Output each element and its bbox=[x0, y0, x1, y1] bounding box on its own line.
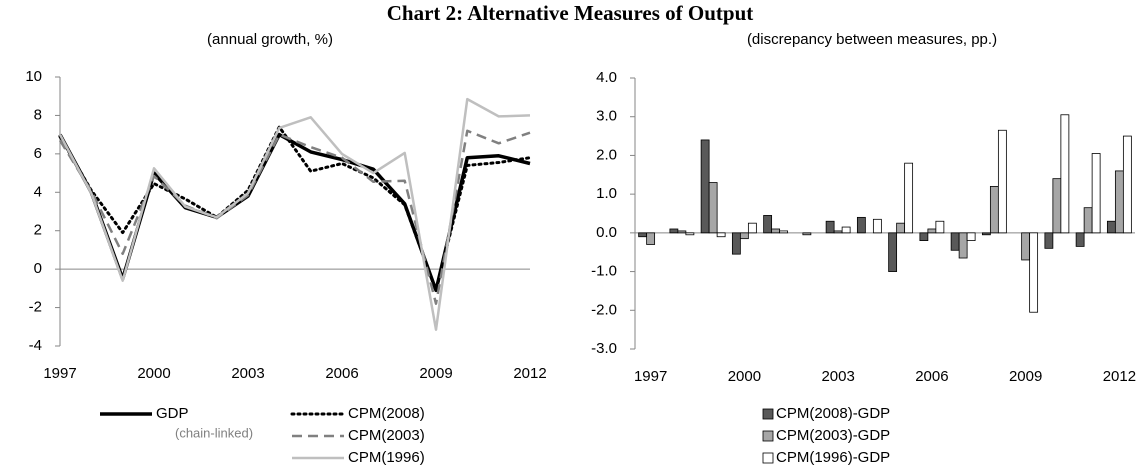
bar bbox=[779, 230, 789, 234]
x-tick-label: 2000 bbox=[728, 368, 761, 385]
bar bbox=[856, 216, 866, 234]
y-tick-label: -2 bbox=[29, 299, 42, 316]
bar bbox=[935, 220, 945, 234]
legend-label: CPM(2003)-GDP bbox=[776, 427, 890, 444]
bar bbox=[771, 228, 781, 234]
y-tick-label: 2 bbox=[34, 222, 42, 239]
x-tick-label: 2000 bbox=[137, 365, 170, 382]
bar bbox=[1029, 232, 1039, 313]
bar bbox=[919, 232, 929, 242]
y-tick-label: 4.0 bbox=[596, 69, 617, 86]
bar bbox=[872, 218, 882, 234]
bar bbox=[1052, 178, 1062, 234]
bar bbox=[739, 232, 749, 240]
bar bbox=[1091, 153, 1101, 234]
bar bbox=[646, 232, 656, 245]
x-tick-label: 1997 bbox=[634, 368, 667, 385]
bar bbox=[1021, 232, 1031, 261]
bar bbox=[966, 232, 976, 242]
bar bbox=[958, 232, 968, 259]
x-tick-label: 2009 bbox=[419, 365, 452, 382]
bar bbox=[802, 232, 812, 236]
legend-swatch bbox=[762, 408, 774, 420]
bar bbox=[708, 182, 718, 234]
y-tick-label: -2.0 bbox=[591, 301, 617, 318]
legend-note: (chain-linked) bbox=[175, 425, 253, 440]
legend-label: CPM(2008) bbox=[348, 405, 425, 422]
bar bbox=[669, 228, 679, 234]
y-tick-label: 4 bbox=[34, 183, 42, 200]
bar bbox=[1083, 207, 1093, 234]
legend-label: CPM(1996) bbox=[348, 449, 425, 466]
x-tick-label: 2003 bbox=[231, 365, 264, 382]
bar bbox=[685, 232, 695, 236]
bar bbox=[896, 222, 906, 234]
legend-swatch bbox=[762, 452, 774, 464]
y-tick-label: 8 bbox=[34, 106, 42, 123]
bar bbox=[1114, 170, 1124, 234]
y-tick-label: 10 bbox=[25, 68, 42, 85]
bar bbox=[1044, 232, 1054, 249]
bar bbox=[1122, 135, 1132, 234]
bar bbox=[825, 220, 835, 234]
legend-label: GDP bbox=[156, 405, 189, 422]
bar bbox=[888, 232, 898, 272]
chart-subtitle: (annual growth, %) bbox=[207, 31, 333, 48]
legend-label: CPM(1996)-GDP bbox=[776, 449, 890, 466]
bar bbox=[981, 232, 991, 236]
y-tick-label: 6 bbox=[34, 145, 42, 162]
bar bbox=[1106, 220, 1116, 234]
y-tick-label: 1.0 bbox=[596, 185, 617, 202]
bar bbox=[763, 215, 773, 234]
chart-subtitle: (discrepancy between measures, pp.) bbox=[747, 31, 997, 48]
bar bbox=[638, 232, 648, 238]
bar bbox=[1060, 114, 1070, 234]
bar bbox=[731, 232, 741, 255]
bar bbox=[904, 162, 914, 234]
x-tick-label: 2003 bbox=[821, 368, 854, 385]
series-line bbox=[58, 97, 531, 331]
x-tick-label: 2006 bbox=[325, 365, 358, 382]
legend-label: CPM(2008)-GDP bbox=[776, 405, 890, 422]
bar bbox=[700, 139, 710, 234]
bar bbox=[677, 230, 687, 234]
y-tick-label: 0 bbox=[34, 260, 42, 277]
bar bbox=[989, 185, 999, 234]
series-line bbox=[58, 125, 532, 292]
y-tick-label: 2.0 bbox=[596, 146, 617, 163]
legend-label: CPM(2003) bbox=[348, 427, 425, 444]
bar bbox=[997, 129, 1007, 234]
y-tick-label: -3.0 bbox=[591, 340, 617, 357]
x-tick-label: 2009 bbox=[1009, 368, 1042, 385]
y-tick-label: 0.0 bbox=[596, 224, 617, 241]
bar bbox=[1075, 232, 1085, 247]
bar bbox=[833, 230, 843, 234]
bar bbox=[841, 226, 851, 234]
bar bbox=[747, 222, 757, 234]
legend-swatch bbox=[762, 430, 774, 442]
bar bbox=[927, 228, 937, 234]
y-tick-label: -1.0 bbox=[591, 263, 617, 280]
x-tick-label: 1997 bbox=[43, 365, 76, 382]
x-tick-label: 2006 bbox=[915, 368, 948, 385]
y-tick-label: -4 bbox=[29, 337, 42, 354]
x-tick-label: 2012 bbox=[1103, 368, 1136, 385]
x-tick-label: 2012 bbox=[513, 365, 546, 382]
chart-title: Chart 2: Alternative Measures of Output bbox=[387, 1, 754, 25]
bar bbox=[950, 232, 960, 251]
bar bbox=[716, 232, 726, 238]
y-tick-label: 3.0 bbox=[596, 108, 617, 125]
